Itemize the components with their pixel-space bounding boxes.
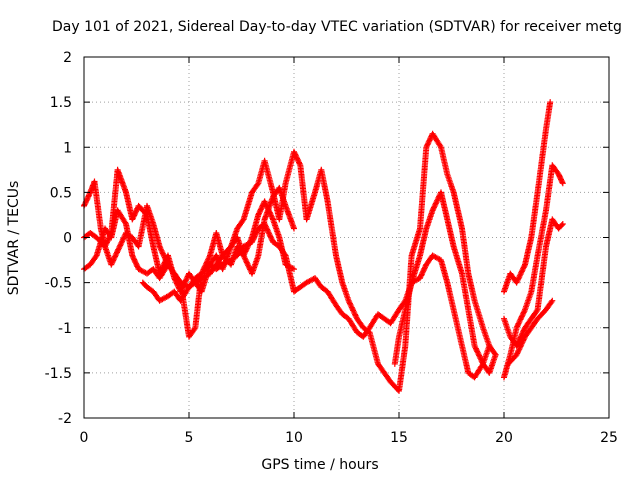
y-tick-label: 2	[63, 50, 72, 66]
x-tick-label: 10	[285, 430, 303, 446]
x-tick-label: 20	[495, 430, 513, 446]
series-track-7	[501, 99, 554, 295]
series-markers	[139, 184, 297, 304]
series-track-3	[81, 207, 493, 381]
series-track-5	[391, 189, 499, 376]
y-tick-label: 1	[63, 140, 72, 156]
x-tick-label: 5	[185, 430, 194, 446]
y-tick-label: -1.5	[45, 366, 72, 382]
series-track-8	[501, 216, 566, 349]
series-track-4	[139, 184, 297, 304]
series-markers	[501, 162, 566, 381]
series-track-6	[501, 162, 566, 381]
series-markers	[81, 130, 499, 394]
y-tick-label: -1	[58, 321, 72, 337]
y-tick-label: -0.5	[45, 276, 72, 292]
y-tick-label: -2	[58, 411, 72, 427]
series-markers	[501, 99, 554, 295]
chart-title: Day 101 of 2021, Sidereal Day-to-day VTE…	[52, 19, 622, 35]
x-axis-label: GPS time / hours	[261, 457, 379, 473]
data-points-layer	[81, 99, 566, 394]
y-tick-label: 0	[63, 231, 72, 247]
y-axis-label: SDTVAR / TECUs	[6, 180, 22, 296]
x-tick-label: 25	[600, 430, 618, 446]
tick-layer: 0 5 10 15 20 25 -2 -1.5 -1 -0.5 0 0.5 1 1.5 2	[45, 50, 618, 446]
series-markers	[501, 216, 566, 349]
y-tick-label: 0.5	[50, 185, 72, 201]
series-track-1	[81, 130, 499, 394]
grid-layer	[84, 57, 609, 418]
series-track-9	[505, 297, 556, 367]
series-markers	[81, 207, 493, 381]
y-tick-label: 1.5	[50, 95, 72, 111]
series-markers	[391, 189, 499, 376]
x-tick-label: 15	[390, 430, 408, 446]
x-tick-label: 0	[80, 430, 89, 446]
series-markers	[505, 297, 556, 367]
